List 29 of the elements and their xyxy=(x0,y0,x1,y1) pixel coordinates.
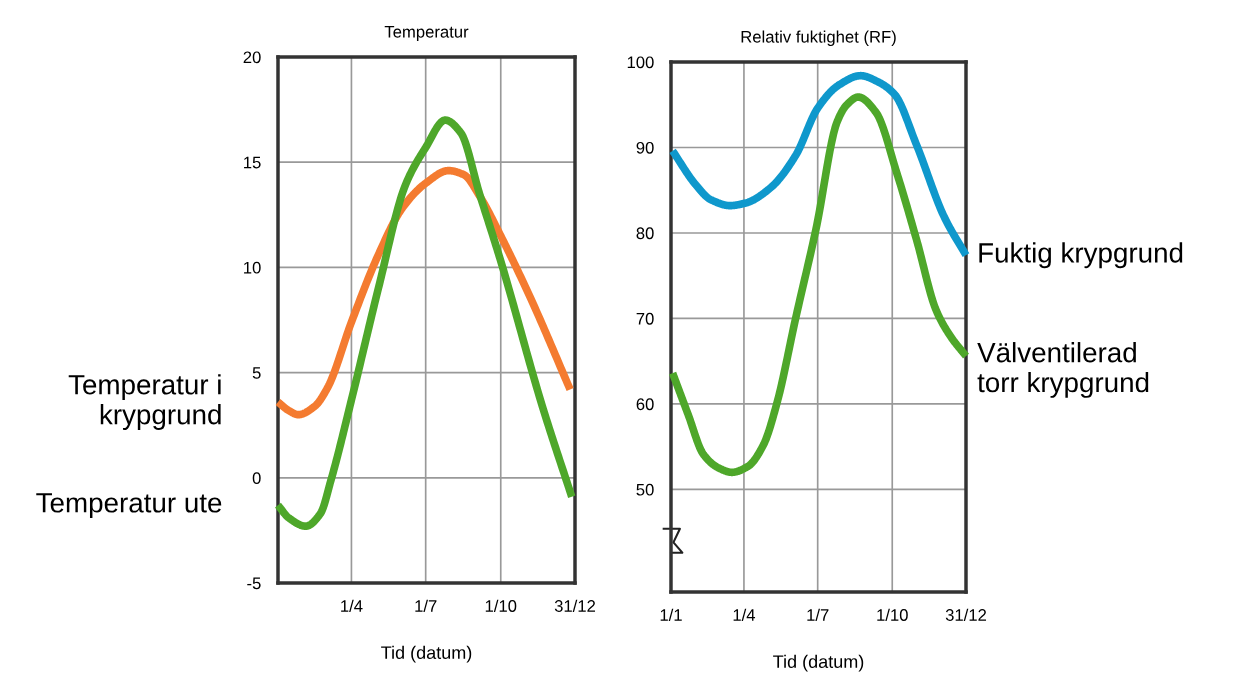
x-tick-label: 1/7 xyxy=(415,599,437,612)
x-axis-title: Tid (datum) xyxy=(381,645,472,663)
y-tick-label: 15 xyxy=(244,156,261,169)
chart-title: Temperatur xyxy=(384,26,469,42)
series-label: Fuktig krypgrund xyxy=(979,242,1183,269)
y-tick-label: 10 xyxy=(244,261,261,274)
y-tick-label: 0 xyxy=(252,472,261,484)
y-tick-label: 5 xyxy=(252,367,261,379)
y-tick-label: 60 xyxy=(636,398,654,411)
y-tick-label: 20 xyxy=(243,51,261,64)
x-tick-label: 1/7 xyxy=(807,608,829,621)
x-tick-label: 1/4 xyxy=(733,608,756,621)
y-tick-label: 50 xyxy=(636,483,654,496)
x-tick-label: 1/1 xyxy=(660,608,682,621)
y-tick-label: 80 xyxy=(636,227,654,240)
chart-title: Relativ fuktighet (RF) xyxy=(741,30,896,47)
x-tick-label: 31/12 xyxy=(554,599,596,612)
x-tick-label: 1/10 xyxy=(485,599,517,612)
y-tick-label: -5 xyxy=(247,577,261,590)
y-tick-label: 100 xyxy=(627,56,654,69)
x-tick-label: 1/10 xyxy=(877,608,908,621)
x-tick-label: 31/12 xyxy=(945,608,987,621)
x-axis-title: Tid (datum) xyxy=(773,654,864,672)
text: Temperatur i krypgrund xyxy=(68,374,221,430)
y-tick-label: 90 xyxy=(636,141,654,154)
text: Temperatur ute xyxy=(36,493,222,519)
series-label: Välventilerad torr krypgrund xyxy=(977,342,1149,398)
x-tick-label: 1/4 xyxy=(341,599,363,612)
y-tick-label: 70 xyxy=(636,312,654,325)
